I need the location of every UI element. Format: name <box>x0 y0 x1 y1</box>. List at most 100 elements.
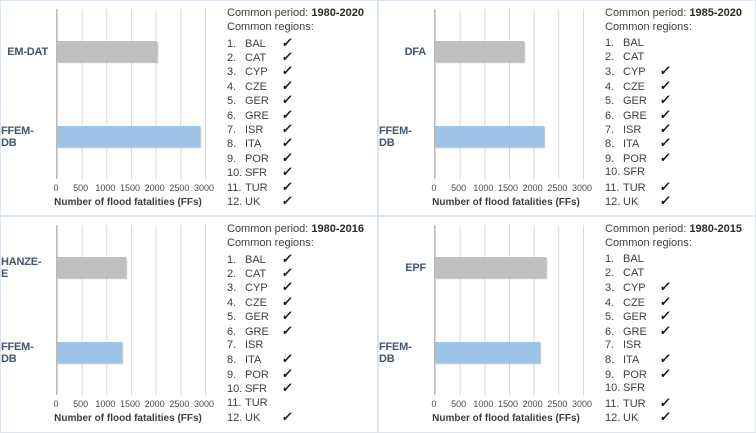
region-code: BAL <box>623 252 644 265</box>
x-tick-label: 2500 <box>169 399 190 409</box>
region-number: 3. <box>227 66 237 79</box>
region-number: 1. <box>227 253 237 266</box>
checkmark-icon: ✓ <box>658 394 672 410</box>
region-code: ISR <box>623 123 642 136</box>
bar-hanze-e <box>57 257 127 278</box>
x-axis-title: Number of flood fatalities (FFs) <box>432 413 580 424</box>
bar-epf <box>435 257 546 278</box>
region-number: 12. <box>605 195 621 208</box>
plot-area <box>56 9 206 179</box>
region-row: 5. GER ✓ <box>227 308 375 324</box>
region-code: SFR <box>623 166 645 179</box>
region-code: CAT <box>245 51 267 64</box>
x-tick-label: 0 <box>431 183 437 193</box>
region-code: ITA <box>245 354 262 367</box>
x-tick-label: 1000 <box>95 183 116 193</box>
region-code: ISR <box>623 338 642 351</box>
bar-chart: DFA FFEM-DB 0 500 1000 1500 2000 2500 3000 Numb… <box>379 1 603 215</box>
region-code: GER <box>245 95 269 108</box>
region-number: 7. <box>605 338 615 351</box>
region-number: 12. <box>227 195 243 208</box>
region-row: 9. POR ✓ <box>227 366 375 381</box>
region-row: 2. CAT <box>605 266 753 280</box>
region-number: 1. <box>227 37 237 50</box>
region-code: UK <box>245 411 261 424</box>
checkmark-icon: ✓ <box>280 164 294 180</box>
checkmark-icon: ✓ <box>280 106 294 122</box>
x-tick-label: 2000 <box>522 399 543 409</box>
category-axis: DFA FFEM-DB <box>379 9 431 179</box>
region-row: 4. CZE ✓ <box>605 294 753 309</box>
region-code: POR <box>623 368 647 381</box>
region-number: 7. <box>605 123 615 136</box>
region-number: 4. <box>605 80 615 93</box>
region-number: 5. <box>227 311 237 324</box>
region-code: ISR <box>245 338 264 351</box>
region-row: 3. CYP ✓ <box>227 63 375 79</box>
region-number: 6. <box>605 325 615 338</box>
region-code: TUR <box>245 181 268 194</box>
region-number: 8. <box>227 354 237 367</box>
region-code: ISR <box>245 123 264 136</box>
region-code: SFR <box>623 382 645 395</box>
region-code: CZE <box>623 296 645 309</box>
checkmark-icon: ✓ <box>658 279 672 295</box>
region-row: 10. SFR ✓ <box>227 164 375 180</box>
bar-ffem-db <box>57 342 123 363</box>
panel-annotations: Common period: 1985-2020 Common regions:… <box>603 1 755 215</box>
region-row: 1. BAL ✓ <box>227 35 375 50</box>
checkmark-icon: ✓ <box>280 192 294 208</box>
region-number: 3. <box>605 66 615 79</box>
region-code: ITA <box>623 138 640 151</box>
region-number: 9. <box>227 368 237 381</box>
region-row: 6. GRE ✓ <box>605 107 753 122</box>
region-row: 2. CAT <box>605 50 753 64</box>
x-tick-label: 1500 <box>497 183 519 193</box>
checkmark-icon: ✓ <box>658 92 672 108</box>
checkmark-icon: ✓ <box>280 149 294 165</box>
region-row: 12. UK ✓ <box>227 192 375 208</box>
panel-annotations: Common period: 1980-2016 Common regions:… <box>225 217 377 432</box>
region-row: 6. GRE ✓ <box>227 323 375 338</box>
x-tick-label: 1000 <box>473 183 494 193</box>
regions-list: 1. BAL ✓ 2. CAT ✓ 3. CYP ✓ 4. CZE ✓ 5. GER ✓ 6. GRE ✓ 7. IS… <box>227 35 375 209</box>
region-number: 11. <box>605 397 620 410</box>
checkmark-icon: ✓ <box>658 149 672 165</box>
region-row: 7. ISR <box>227 338 375 352</box>
region-code: POR <box>245 152 269 165</box>
region-row: 7. ISR ✓ <box>227 121 375 136</box>
region-code: CAT <box>623 266 645 279</box>
region-code: GRE <box>623 109 647 122</box>
region-number: 6. <box>605 109 615 122</box>
checkmark-icon: ✓ <box>280 63 294 79</box>
region-code: GRE <box>245 325 269 338</box>
checkmark-icon: ✓ <box>658 351 672 367</box>
region-code: TUR <box>623 397 646 410</box>
common-regions-label: Common regions: <box>227 21 314 34</box>
bar-row <box>435 225 583 310</box>
x-tick-label: 3000 <box>193 183 215 193</box>
bar-row <box>57 310 205 395</box>
region-number: 7. <box>227 123 237 136</box>
regions-list: 1. BAL 2. CAT 3. CYP ✓ 4. CZE ✓ 5. GER ✓ 6. GRE ✓ 7. ISR ✓… <box>605 36 753 209</box>
region-row: 11. TUR ✓ <box>605 179 753 194</box>
bar-ffem-db <box>435 126 544 147</box>
region-row: 11. TUR <box>227 396 375 410</box>
bar-row <box>57 225 205 310</box>
checkmark-icon: ✓ <box>280 408 294 424</box>
checkmark-icon: ✓ <box>280 77 294 93</box>
region-number: 10. <box>227 167 243 180</box>
region-number: 5. <box>227 95 237 108</box>
region-code: UK <box>623 195 639 208</box>
region-number: 10. <box>605 382 621 395</box>
checkmark-icon: ✓ <box>658 408 672 424</box>
region-number: 9. <box>605 368 615 381</box>
checkmark-icon: ✓ <box>280 264 294 280</box>
common-period-value: 1985-2020 <box>689 7 742 19</box>
checkmark-icon: ✓ <box>658 308 672 324</box>
regions-list: 1. BAL ✓ 2. CAT ✓ 3. CYP ✓ 4. CZE ✓ 5. GER ✓ 6. GRE ✓ 7. IS… <box>227 251 375 425</box>
region-row: 4. CZE ✓ <box>227 294 375 309</box>
checkmark-icon: ✓ <box>658 322 672 338</box>
panel-hanze-e-vs-ffem-db: HANZE-E FFEM-DB 0 500 1000 1500 2000 2500 3000 … <box>0 216 378 433</box>
region-number: 8. <box>605 354 615 367</box>
